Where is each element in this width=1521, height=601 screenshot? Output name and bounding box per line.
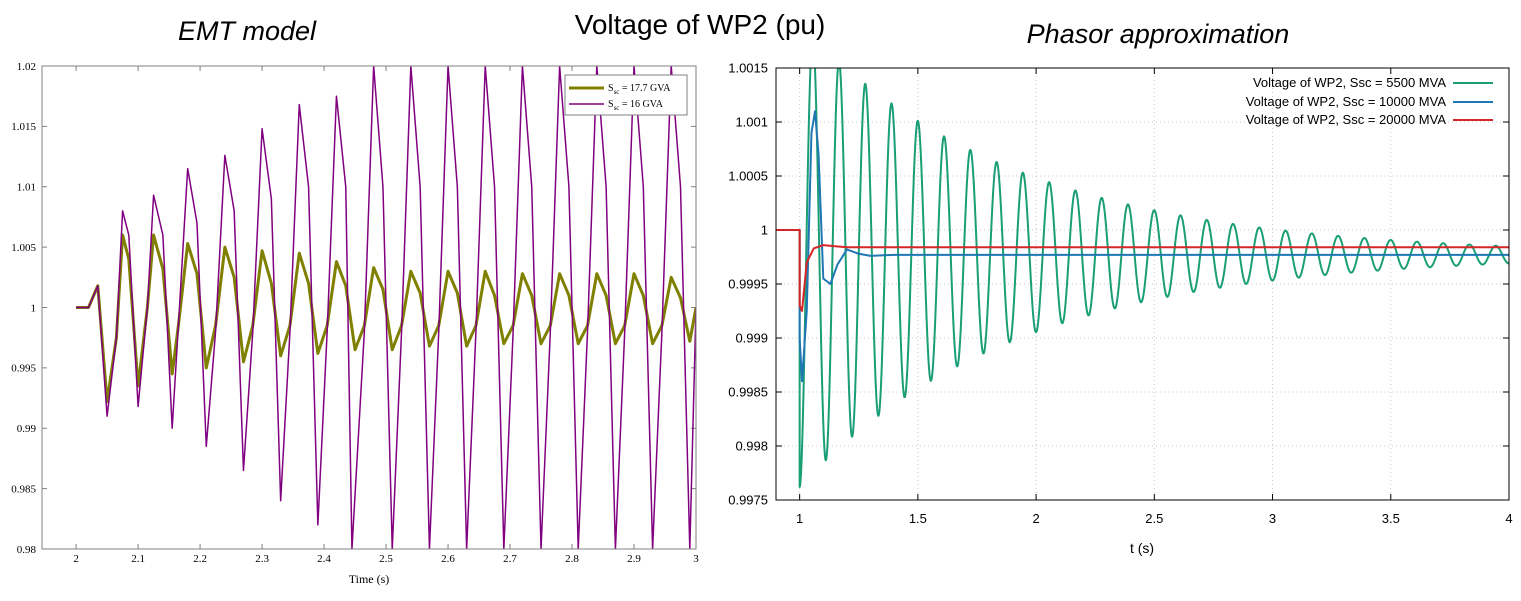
phasor-chart: 0.9975 0.998 0.9985 0.999 0.9995 1 1.0005 1.001… (728, 61, 1512, 556)
legend-label-olive: Ssc = 17.7 GVA (608, 83, 671, 96)
x-tick-label: 3.5 (1382, 511, 1400, 526)
series-line-2 (776, 229, 1509, 312)
y-tick-label: 1.001 (735, 115, 768, 130)
emt-series-group (76, 66, 696, 549)
x-tick-label: 2 (73, 553, 79, 565)
y-tick-label: 0.995 (11, 363, 36, 375)
x-tick-label: 2.6 (441, 553, 455, 565)
y-tick-label: 0.9985 (728, 385, 768, 400)
legend-label-10000: Voltage of WP2, Ssc = 10000 MVA (1246, 94, 1447, 109)
emt-frame (41, 65, 697, 550)
series-line-1 (76, 66, 696, 549)
y-tick-label: 1 (31, 302, 37, 314)
y-tick-label: 0.99 (17, 423, 37, 435)
x-tick-label: 3 (693, 553, 699, 565)
phasor-legend: Voltage of WP2, Ssc = 5500 MVA Voltage o… (1246, 75, 1493, 127)
y-tick-label: 1.005 (11, 242, 36, 254)
legend-label-20000: Voltage of WP2, Ssc = 20000 MVA (1246, 112, 1447, 127)
x-tick-label: 2.4 (317, 553, 331, 565)
y-tick-label: 1.0015 (728, 61, 768, 76)
legend-label-purple: Ssc = 16 GVA (608, 99, 664, 112)
x-tick-label: 2.7 (503, 553, 517, 565)
phasor-series-group (776, 68, 1509, 489)
x-tick-label: 2.5 (379, 553, 393, 565)
left-heading: EMT model (178, 16, 317, 46)
emt-legend-box (564, 74, 688, 116)
x-tick-label: 2.5 (1145, 511, 1163, 526)
y-tick-label: 1 (761, 223, 768, 238)
x-tick-label: 2.2 (193, 553, 207, 565)
y-tick-label: 1.015 (11, 121, 36, 133)
series-line-0 (776, 68, 1509, 489)
series-line-0 (76, 233, 696, 404)
x-tick-label: 2.3 (255, 553, 269, 565)
phasor-frame (775, 67, 1510, 501)
y-tick-label: 0.985 (11, 483, 36, 495)
y-tick-label: 0.98 (17, 544, 37, 556)
y-tick-label: 0.998 (735, 439, 768, 454)
phasor-xlabel: t (s) (1130, 540, 1154, 556)
x-tick-label: 2.1 (131, 553, 145, 565)
x-tick-label: 4 (1505, 511, 1512, 526)
emt-axes: 0.98 0.985 0.99 0.995 1 1.005 1.01 1.015 1.02 2 2.… (11, 61, 699, 565)
series-line-1 (776, 110, 1509, 383)
x-tick-label: 3 (1269, 511, 1276, 526)
emt-legend: Ssc = 17.7 GVA Ssc = 16 GVA (564, 74, 688, 116)
x-tick-label: 1.5 (909, 511, 927, 526)
legend-label-5500: Voltage of WP2, Ssc = 5500 MVA (1253, 75, 1446, 90)
main-title: Voltage of WP2 (pu) (575, 9, 826, 40)
x-tick-label: 1 (796, 511, 803, 526)
emt-chart: 0.98 0.985 0.99 0.995 1 1.005 1.01 1.015 1.02 2 2.… (11, 61, 699, 586)
y-tick-label: 0.9995 (728, 277, 768, 292)
y-tick-label: 1.0005 (728, 169, 768, 184)
emt-xlabel: Time (s) (349, 572, 390, 586)
y-tick-label: 1.01 (17, 182, 36, 194)
x-tick-label: 2.8 (565, 553, 579, 565)
right-heading: Phasor approximation (1027, 19, 1290, 49)
y-tick-label: 0.999 (735, 331, 768, 346)
y-tick-label: 1.02 (17, 61, 36, 73)
y-tick-label: 0.9975 (728, 493, 768, 508)
x-tick-label: 2 (1032, 511, 1039, 526)
x-tick-label: 2.9 (627, 553, 641, 565)
